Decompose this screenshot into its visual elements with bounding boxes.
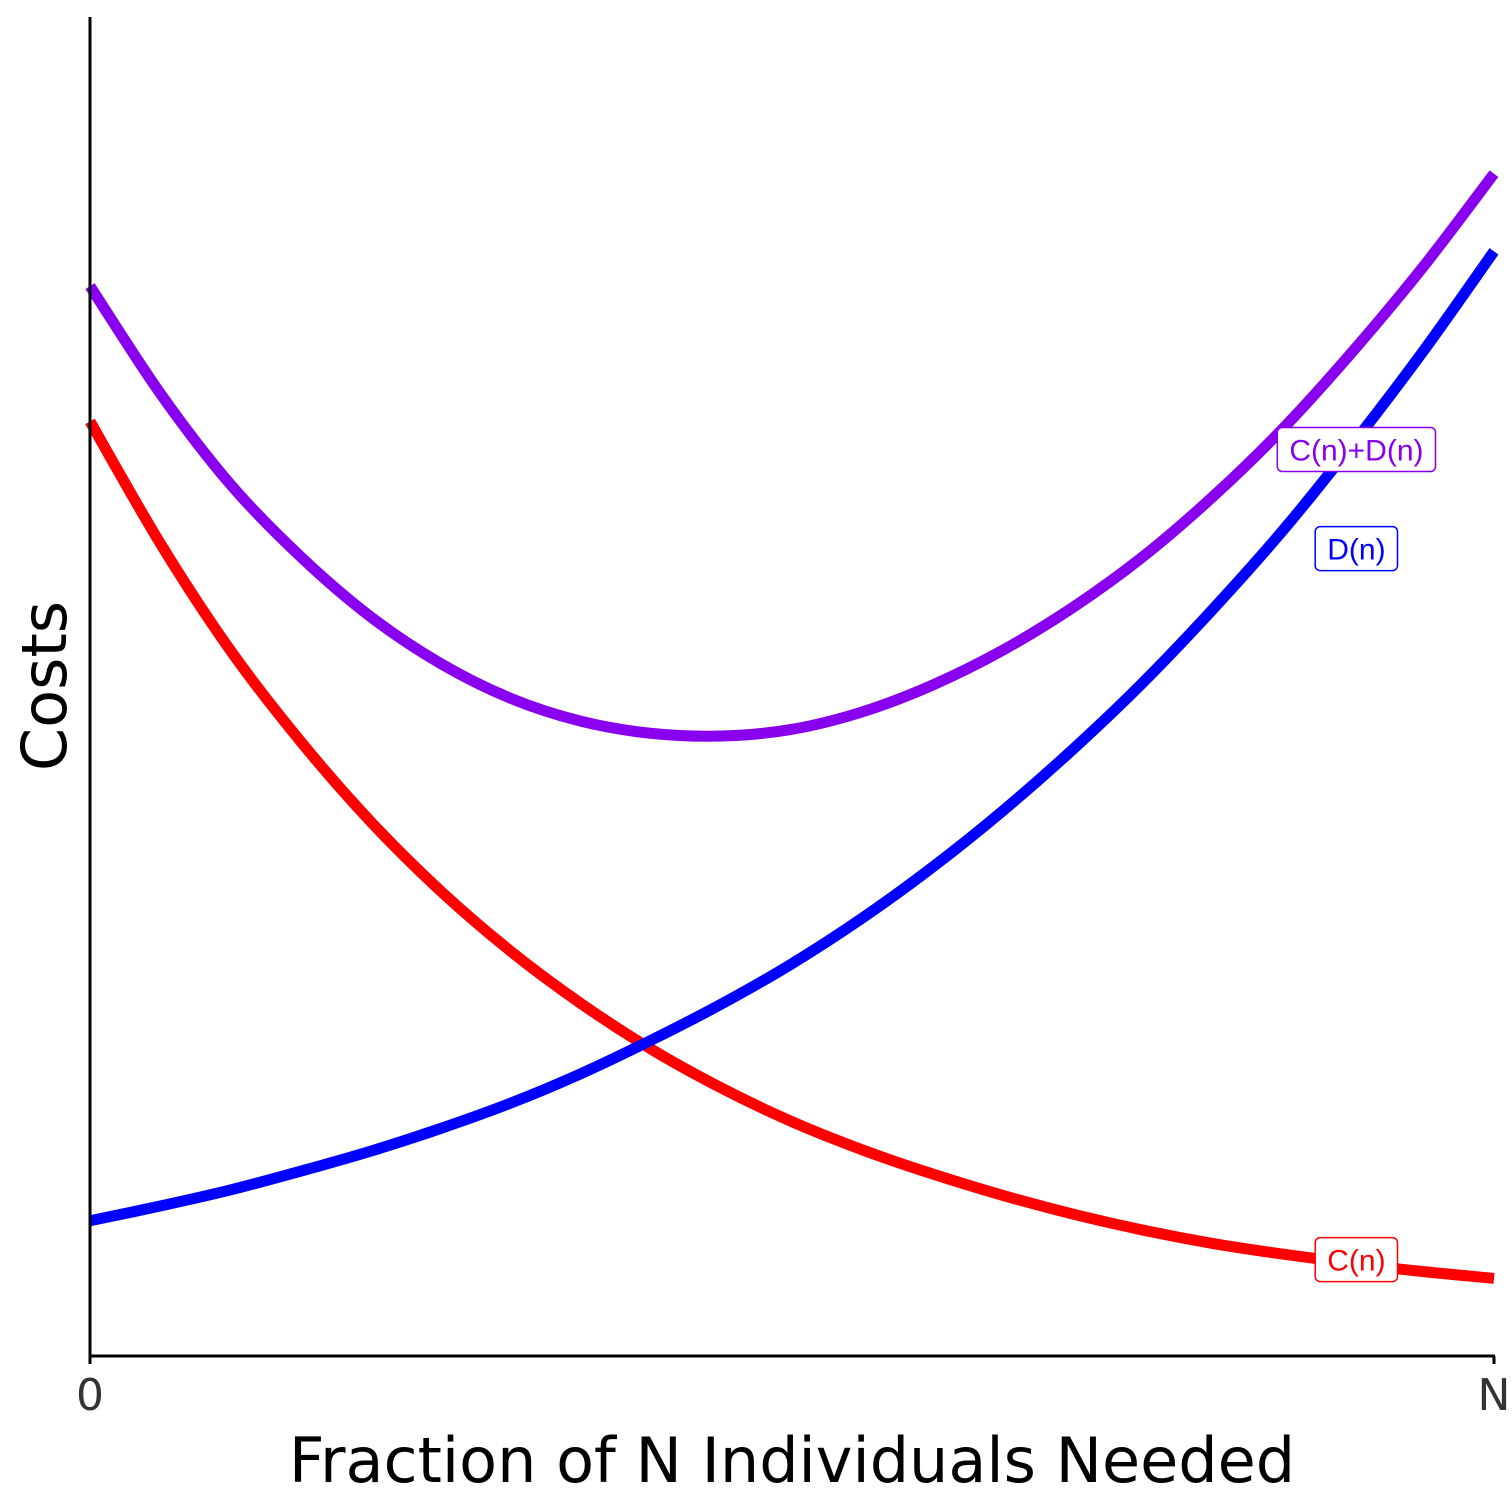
series-label-text-1: D(n) [1327, 534, 1385, 567]
x-axis-title: Fraction of N Individuals Needed [289, 1424, 1295, 1497]
y-axis-title: Costs [8, 601, 81, 771]
series-label-1: D(n) [1314, 525, 1399, 572]
x-tick-label-1: N [1478, 1370, 1511, 1421]
series-line-0 [85, 418, 1495, 1284]
series-label-box-1 [1314, 525, 1399, 572]
series-label-box-2 [1314, 1236, 1399, 1283]
series-labels: C(n)+D(n) D(n) C(n) [1276, 426, 1437, 1283]
series-line-1 [88, 248, 1499, 1227]
series-label-text-0: C(n)+D(n) [1289, 434, 1423, 467]
series-label-text-2: C(n) [1327, 1245, 1385, 1278]
x-tick-label-0: 0 [76, 1370, 104, 1421]
series-label-2: C(n) [1314, 1236, 1399, 1283]
series-label-0: C(n)+D(n) [1276, 426, 1437, 473]
series-label-box-0 [1276, 426, 1437, 473]
